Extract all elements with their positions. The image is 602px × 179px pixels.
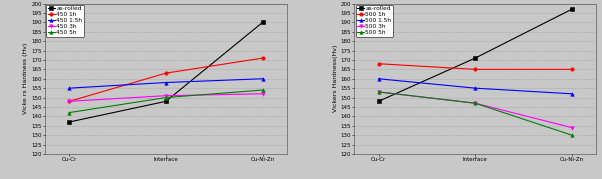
450 1h xyxy=(66,100,73,102)
450 1.5h xyxy=(259,78,266,80)
Line: 450 1h: 450 1h xyxy=(67,56,264,103)
Line: as-rolled: as-rolled xyxy=(67,21,264,124)
as-rolled xyxy=(163,100,170,102)
as-rolled xyxy=(66,121,73,123)
500 1h xyxy=(568,68,576,70)
Line: as-rolled: as-rolled xyxy=(377,8,574,103)
Line: 500 1h: 500 1h xyxy=(377,62,574,71)
450 5h xyxy=(66,112,73,114)
as-rolled xyxy=(259,21,266,23)
500 3h xyxy=(375,91,382,93)
Line: 450 3h: 450 3h xyxy=(67,92,264,103)
Legend: as-rolled, 450 1h, 450 1.5h, 450 3h, 450 5h: as-rolled, 450 1h, 450 1.5h, 450 3h, 450… xyxy=(46,5,84,37)
500 3h xyxy=(471,102,479,104)
as-rolled xyxy=(375,100,382,102)
450 5h xyxy=(259,89,266,91)
500 1.5h xyxy=(568,93,576,95)
500 1h xyxy=(375,63,382,65)
450 3h xyxy=(259,93,266,95)
450 5h xyxy=(163,96,170,99)
Line: 450 1.5h: 450 1.5h xyxy=(67,77,264,90)
500 5h xyxy=(471,102,479,104)
500 1h xyxy=(471,68,479,70)
Line: 500 1.5h: 500 1.5h xyxy=(377,77,574,96)
450 3h xyxy=(163,95,170,97)
Y-axis label: Vicke rs Hardness (Hv): Vicke rs Hardness (Hv) xyxy=(23,43,28,114)
Y-axis label: Vickers Hardness(Hv): Vickers Hardness(Hv) xyxy=(333,45,338,112)
450 1h xyxy=(163,72,170,74)
500 1.5h xyxy=(471,87,479,89)
Line: 450 5h: 450 5h xyxy=(67,88,264,114)
Line: 500 3h: 500 3h xyxy=(377,90,574,129)
as-rolled xyxy=(568,8,576,10)
500 5h xyxy=(375,91,382,93)
450 1h xyxy=(259,57,266,59)
as-rolled xyxy=(471,57,479,59)
Legend: as-rolled, 500 1h, 500 1.5h, 500 3h, 500 5h: as-rolled, 500 1h, 500 1.5h, 500 3h, 500… xyxy=(356,5,393,37)
Line: 500 5h: 500 5h xyxy=(377,90,574,137)
450 1.5h xyxy=(66,87,73,89)
450 1.5h xyxy=(163,81,170,84)
500 1.5h xyxy=(375,78,382,80)
500 3h xyxy=(568,127,576,129)
450 3h xyxy=(66,100,73,102)
500 5h xyxy=(568,134,576,136)
